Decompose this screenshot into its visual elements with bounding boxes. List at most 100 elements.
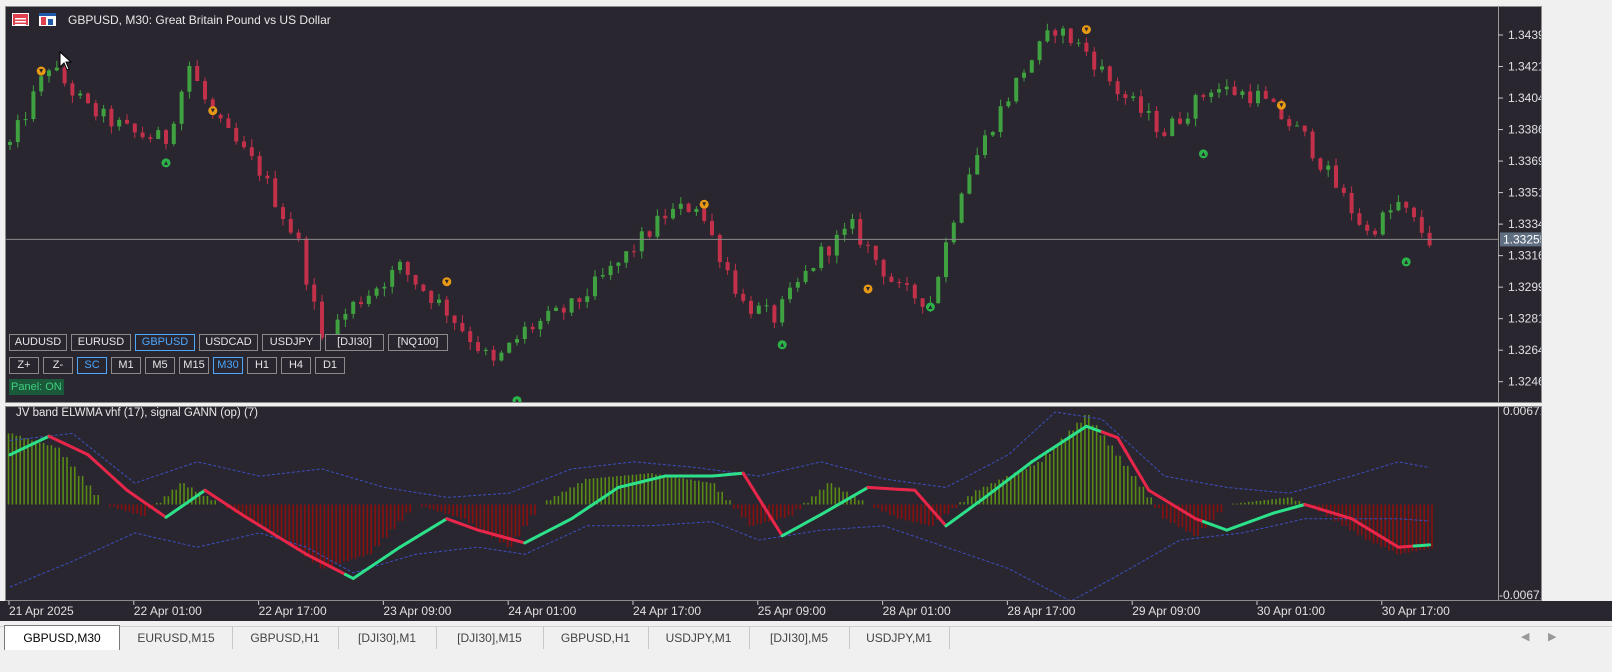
signal-line-segment bbox=[258, 523, 269, 532]
sell-arrow-glyph bbox=[1279, 103, 1284, 108]
symbol-button-gbpusd[interactable]: GBPUSD bbox=[135, 334, 195, 351]
timeframe-m1-button[interactable]: M1 bbox=[111, 357, 141, 374]
price-axis-label: 1.33340 bbox=[1508, 217, 1542, 231]
candle-body bbox=[281, 207, 285, 220]
timeframe-m30-button[interactable]: M30 bbox=[213, 357, 243, 374]
candle-body bbox=[1092, 51, 1097, 70]
candle-body bbox=[1318, 158, 1323, 170]
candle-body bbox=[1279, 102, 1284, 120]
price-axis-label: 1.34040 bbox=[1508, 91, 1542, 105]
timeframe-h4-button[interactable]: H4 bbox=[281, 357, 311, 374]
price-axis-label: 1.32640 bbox=[1508, 343, 1542, 357]
time-axis-label: 30 Apr 01:00 bbox=[1257, 604, 1325, 618]
tab-gbpusd-h1[interactable]: GBPUSD,H1 bbox=[232, 627, 339, 649]
signal-line-segment bbox=[1350, 517, 1361, 525]
signal-line-segment bbox=[1155, 493, 1166, 502]
chart-properties-icon[interactable] bbox=[39, 13, 56, 26]
tab-gbpusd-h1-2[interactable]: GBPUSD,H1 bbox=[543, 627, 649, 649]
tab-dji30-m15[interactable]: [DJI30],M15 bbox=[436, 627, 544, 649]
price-chart-pane[interactable]: 1.34390 1.34215 1.34040 1.33865 1.33690 1.335… bbox=[5, 6, 1542, 403]
signal-line-segment bbox=[1014, 466, 1026, 476]
candle-body bbox=[187, 65, 192, 92]
symbol-button-usdjpy[interactable]: USDJPY bbox=[262, 334, 321, 351]
signal-line-segment bbox=[585, 501, 597, 510]
scale-button[interactable]: SC bbox=[77, 357, 107, 374]
symbol-button-dji30[interactable]: [DJI30] bbox=[325, 334, 384, 351]
signal-line-segment bbox=[187, 494, 199, 503]
candle-body bbox=[936, 277, 941, 304]
price-axis-label: 1.33515 bbox=[1508, 186, 1542, 200]
sell-arrow-glyph bbox=[866, 286, 870, 291]
tab-gbpusd-m30[interactable]: GBPUSD,M30 bbox=[4, 625, 120, 650]
tab-usdjpy-m1-2[interactable]: USDJPY,M1 bbox=[849, 627, 950, 649]
symbol-button-usdcad[interactable]: USDCAD bbox=[199, 334, 258, 351]
candle-body bbox=[616, 262, 621, 266]
candle-body bbox=[296, 232, 301, 239]
signal-line-layer bbox=[8, 424, 1432, 580]
signal-line-segment bbox=[234, 509, 246, 518]
tab-dji30-m1[interactable]: [DJI30],M1 bbox=[338, 627, 437, 649]
candle-body bbox=[803, 270, 808, 282]
timeframe-m15-button[interactable]: M15 bbox=[179, 357, 209, 374]
signal-line-segment bbox=[819, 508, 831, 516]
panel-status-toggle[interactable]: Panel: ON bbox=[9, 379, 64, 395]
signal-line-segment bbox=[1373, 531, 1385, 540]
tab-eurusd-m15[interactable]: EURUSD,M15 bbox=[120, 627, 233, 649]
symbol-button-eurusd[interactable]: EURUSD bbox=[71, 334, 131, 351]
timeframe-h1-button[interactable]: H1 bbox=[247, 357, 277, 374]
sell-arrow-glyph bbox=[702, 202, 707, 207]
signal-line-segment bbox=[570, 512, 581, 521]
timeframe-m5-button[interactable]: M5 bbox=[145, 357, 175, 374]
timeframe-d1-button[interactable]: D1 bbox=[315, 357, 345, 374]
current-price-label: 1.33255 bbox=[1503, 232, 1542, 246]
candle-body bbox=[764, 305, 769, 307]
time-axis-label: 23 Apr 09:00 bbox=[383, 604, 451, 618]
symbol-button-nq100[interactable]: [NQ100] bbox=[388, 334, 448, 351]
candle-body bbox=[39, 76, 44, 92]
tabs-scroll-left-icon[interactable]: ◀ bbox=[1521, 631, 1530, 643]
candle-body bbox=[288, 219, 293, 233]
symbol-button-audusd[interactable]: AUDUSD bbox=[9, 334, 67, 351]
candle-body bbox=[15, 120, 20, 143]
time-axis: 21 Apr 2025 22 Apr 01:00 22 Apr 17:00 23 Ap… bbox=[0, 601, 1612, 621]
buy-arrow-icon bbox=[1401, 257, 1411, 267]
candle-body bbox=[1349, 192, 1354, 214]
indicator-pane[interactable]: 0.006715 -0.006715 JV band ELWMA vhf (17… bbox=[5, 406, 1542, 601]
zoom-in-button[interactable]: Z+ bbox=[9, 357, 39, 374]
price-chart-svg[interactable]: 1.34390 1.34215 1.34040 1.33865 1.33690 1.335… bbox=[6, 7, 1542, 403]
signal-line-segment bbox=[102, 467, 113, 478]
candle-body bbox=[1146, 110, 1151, 113]
zoom-out-button[interactable]: Z- bbox=[43, 357, 73, 374]
time-axis-label: 30 Apr 17:00 bbox=[1382, 604, 1450, 618]
candle-body bbox=[78, 93, 83, 96]
candle-body bbox=[951, 222, 956, 243]
candle-body bbox=[694, 208, 699, 212]
candle-body bbox=[1045, 30, 1050, 42]
time-axis-label: 25 Apr 09:00 bbox=[758, 604, 826, 618]
signal-line-segment bbox=[281, 538, 293, 547]
chart-list-icon[interactable] bbox=[12, 13, 29, 26]
price-axis-label: 1.32990 bbox=[1508, 280, 1542, 294]
candle-body bbox=[1232, 86, 1237, 96]
indicator-svg[interactable]: 0.006715 -0.006715 bbox=[6, 407, 1542, 601]
band-lower-line bbox=[9, 518, 1430, 600]
tab-usdjpy-m1[interactable]: USDJPY,M1 bbox=[648, 627, 750, 649]
candle-body bbox=[1388, 210, 1393, 213]
signal-line-segment bbox=[1131, 462, 1143, 479]
signal-line-segment bbox=[850, 490, 862, 498]
signal-line-segment bbox=[1045, 445, 1057, 454]
price-axis-label: 1.34390 bbox=[1508, 28, 1542, 42]
candle-body bbox=[1365, 224, 1370, 231]
candle-body bbox=[1076, 42, 1081, 44]
candle-body bbox=[507, 342, 512, 353]
candle-body bbox=[265, 175, 270, 179]
tabs-scroll-right-icon[interactable]: ▶ bbox=[1548, 631, 1557, 643]
signal-line-segment bbox=[1116, 436, 1127, 453]
candle-body bbox=[390, 270, 395, 287]
candle-body bbox=[585, 296, 590, 302]
sell-arrow-glyph bbox=[39, 69, 44, 74]
sell-arrow-icon bbox=[699, 199, 709, 209]
candle-body bbox=[569, 298, 574, 313]
signal-arrows-layer bbox=[36, 25, 1411, 402]
tab-dji30-m5[interactable]: [DJI30],M5 bbox=[749, 627, 850, 649]
